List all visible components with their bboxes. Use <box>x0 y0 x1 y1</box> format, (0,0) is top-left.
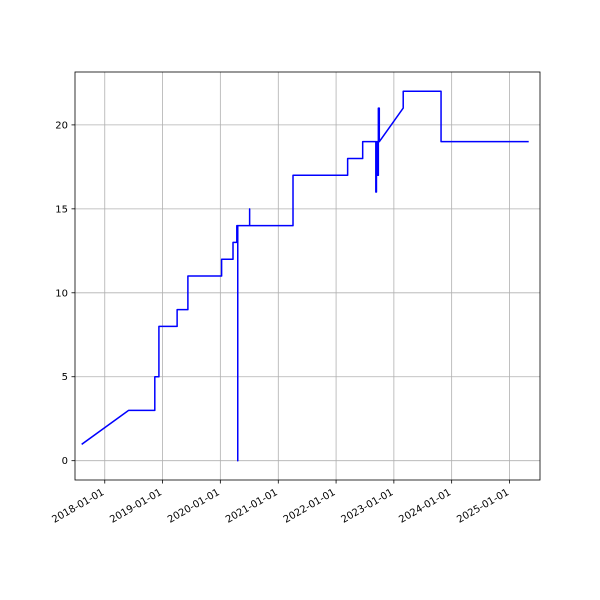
y-tick-label: 15 <box>55 204 68 215</box>
x-tick-label: 2018-01-01 <box>50 487 106 526</box>
x-tick-label: 2020-01-01 <box>166 487 222 526</box>
series-layer <box>81 90 529 462</box>
x-tick-label: 2025-01-01 <box>455 487 511 526</box>
series-line-0 <box>81 90 529 462</box>
x-tick-label: 2022-01-01 <box>282 487 338 526</box>
axis-ticks: 2018-01-01 2019-01-01 2020-01-01 2021-01-01… <box>50 120 511 525</box>
y-tick-label: 5 <box>62 372 68 383</box>
y-tick-label: 10 <box>55 288 68 299</box>
grid-lines <box>75 72 540 480</box>
x-tick-label: 2019-01-01 <box>108 487 164 526</box>
y-tick-label: 0 <box>62 456 68 467</box>
x-tick-label: 2021-01-01 <box>224 487 280 526</box>
x-tick-label: 2023-01-01 <box>340 487 396 526</box>
plot-area-frame <box>74 71 541 481</box>
y-tick-label: 20 <box>55 120 68 131</box>
x-tick-label: 2024-01-01 <box>397 487 453 526</box>
